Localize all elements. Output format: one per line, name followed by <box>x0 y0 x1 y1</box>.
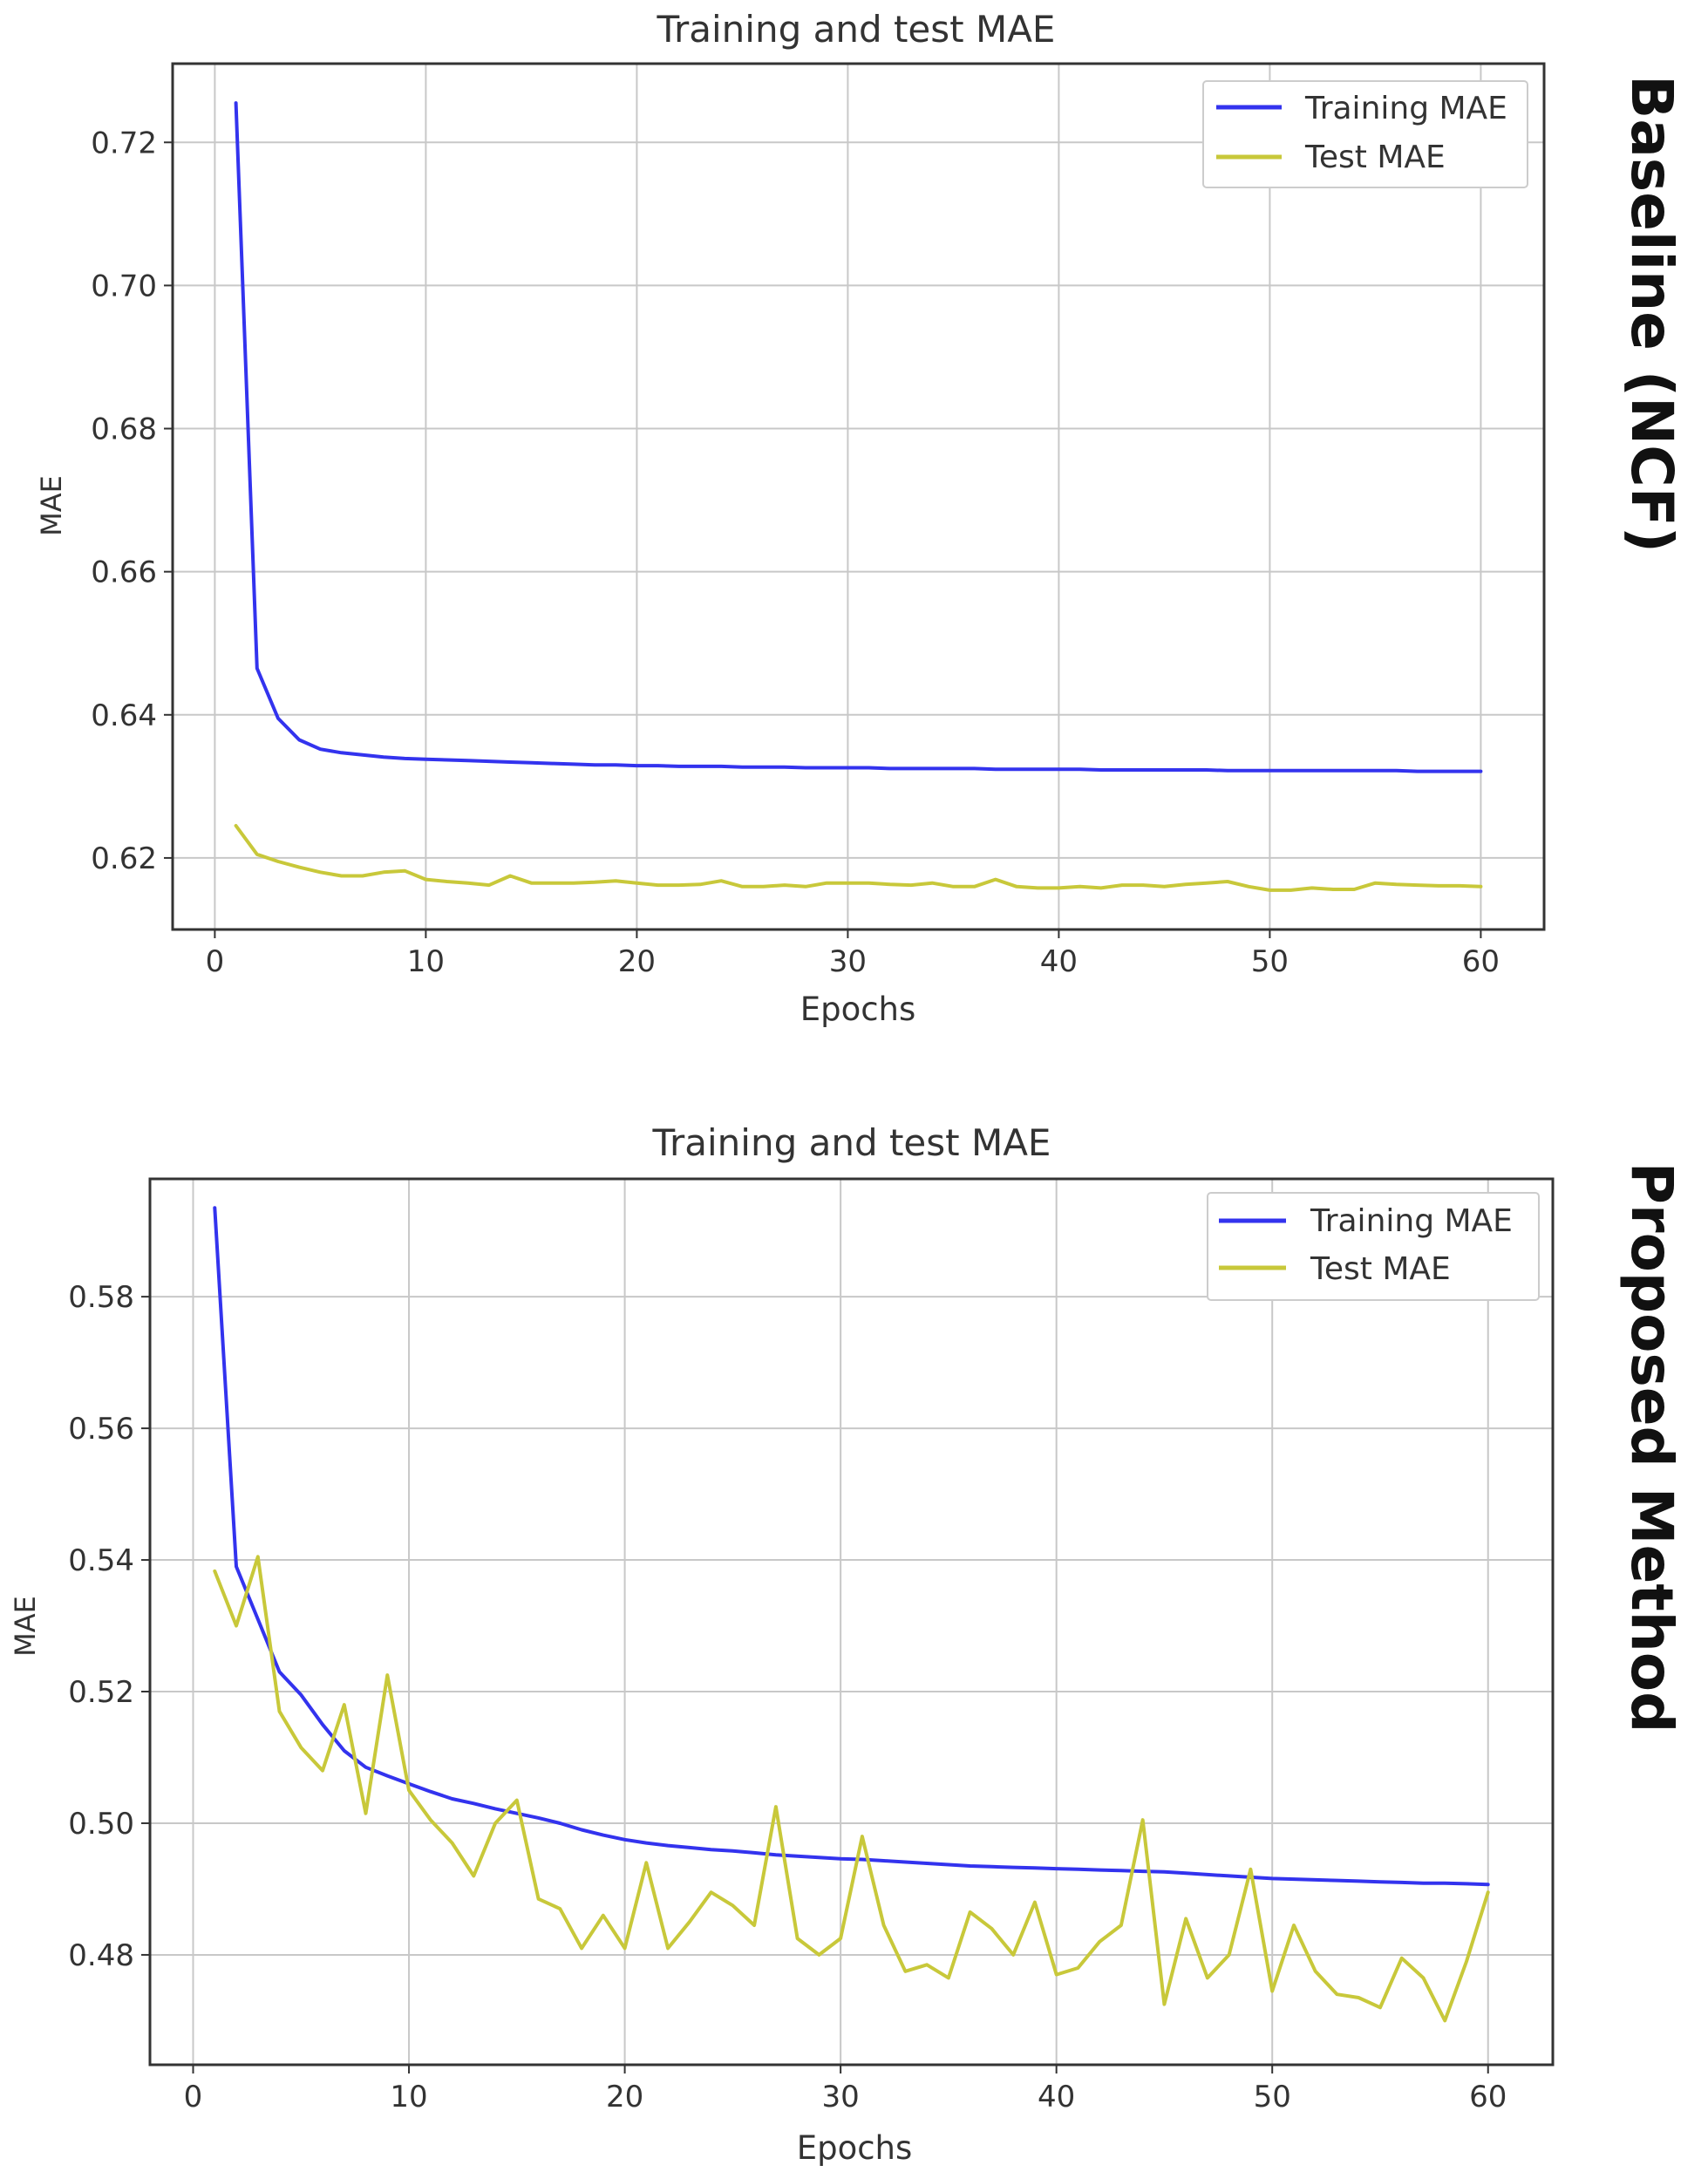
proposed-y-tick-label-5: 0.58 <box>68 1280 134 1315</box>
proposed-series <box>213 1206 1490 2023</box>
proposed-plot-frame <box>148 1177 1555 2067</box>
baseline-legend-label-test: Test MAE <box>1304 140 1446 175</box>
baseline-plot-frame <box>171 62 1546 931</box>
proposed-x-tick-label-30: 30 <box>821 2080 859 2114</box>
baseline-x-axis-label: Epochs <box>800 991 916 1028</box>
proposed-x-tick-label-40: 40 <box>1038 2080 1075 2114</box>
baseline-x-tick-label-40: 40 <box>1040 944 1078 979</box>
proposed-ticks: 0 10 20 30 40 50 60 0.48 0.50 0.52 0.54 0.56 0.58 <box>68 1280 1507 2114</box>
proposed-y-axis-label: MAE <box>9 1596 42 1657</box>
proposed-x-tick-label-50: 50 <box>1254 2080 1291 2114</box>
baseline-x-tick-label-20: 20 <box>618 944 656 979</box>
proposed-line-test-mae <box>213 1555 1490 2023</box>
baseline-side-label: Baseline (NCF) <box>1618 75 1685 553</box>
proposed-grid <box>150 1179 1553 2065</box>
proposed-chart-title: Training and test MAE <box>652 1121 1051 1164</box>
baseline-y-tick-label-1: 0.64 <box>91 698 157 733</box>
proposed-x-tick-label-20: 20 <box>606 2080 643 2114</box>
baseline-y-tick-label-0: 0.62 <box>91 841 157 876</box>
baseline-line-test-mae <box>234 824 1483 892</box>
baseline-legend: Training MAE Test MAE <box>1202 80 1528 188</box>
proposed-chart: Training and test MAE 0 10 20 30 40 50 600.480… <box>9 1121 1685 2167</box>
proposed-y-tick-label-0: 0.48 <box>68 1938 134 1973</box>
baseline-chart-title: Training and test MAE <box>657 8 1056 51</box>
proposed-side-label: Proposed Method <box>1618 1162 1685 1733</box>
proposed-y-tick-label-4: 0.56 <box>68 1412 134 1447</box>
proposed-legend-label-training: Training MAE <box>1310 1203 1513 1239</box>
baseline-grid <box>173 64 1544 929</box>
baseline-series <box>234 101 1483 892</box>
baseline-x-tick-label-10: 10 <box>407 944 445 979</box>
baseline-x-tick-label-60: 60 <box>1462 944 1500 979</box>
baseline-line-training-mae <box>234 101 1483 773</box>
proposed-legend-box <box>1207 1192 1540 1301</box>
baseline-y-axis-label: MAE <box>35 475 68 536</box>
baseline-chart: Training and test MAE 0 10 20 30 40 50 600.620… <box>35 8 1685 1028</box>
baseline-x-tick-label-50: 50 <box>1251 944 1289 979</box>
baseline-x-tick-label-30: 30 <box>829 944 867 979</box>
baseline-y-tick-label-5: 0.72 <box>91 126 157 160</box>
baseline-ticks: 0 10 20 30 40 50 60 0.62 0.64 0.66 0.68 0.70 0.72 <box>91 126 1500 979</box>
proposed-legend: Training MAE Test MAE <box>1207 1192 1540 1301</box>
baseline-legend-label-training: Training MAE <box>1304 91 1507 126</box>
proposed-legend-label-test: Test MAE <box>1310 1251 1451 1287</box>
proposed-x-tick-label-0: 0 <box>184 2080 203 2114</box>
proposed-y-tick-label-1: 0.50 <box>68 1807 134 1842</box>
proposed-x-axis-label: Epochs <box>797 2129 913 2167</box>
baseline-y-tick-label-4: 0.70 <box>91 269 157 303</box>
baseline-x-tick-label-0: 0 <box>206 944 225 979</box>
proposed-line-training-mae <box>213 1206 1490 1887</box>
proposed-x-tick-label-10: 10 <box>390 2080 427 2114</box>
baseline-y-tick-label-2: 0.66 <box>91 555 157 590</box>
baseline-y-tick-label-3: 0.68 <box>91 412 157 447</box>
baseline-legend-box <box>1202 80 1528 188</box>
proposed-y-tick-label-2: 0.52 <box>68 1675 134 1710</box>
proposed-y-tick-label-3: 0.54 <box>68 1543 134 1578</box>
proposed-x-tick-label-60: 60 <box>1469 2080 1507 2114</box>
